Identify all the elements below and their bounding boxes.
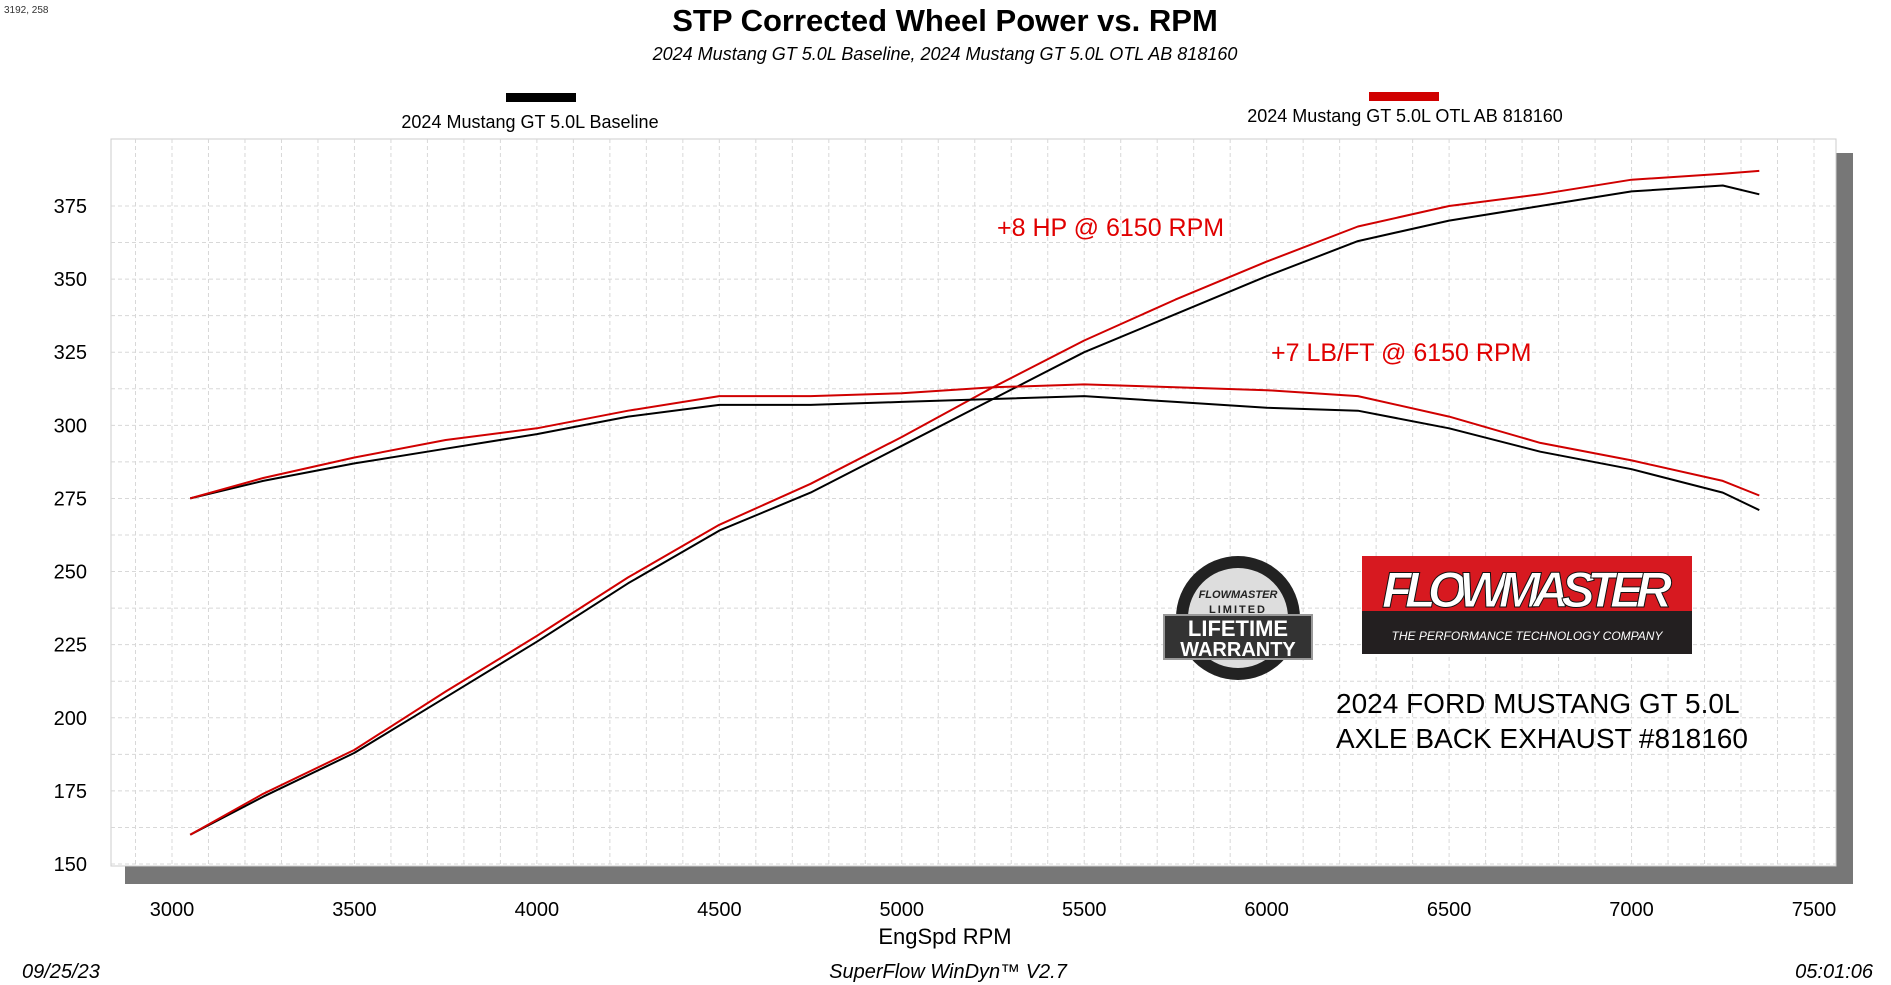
x-tick-label: 6000 bbox=[1244, 899, 1289, 921]
y-tick-label: 375 bbox=[54, 196, 87, 218]
note-line-1: 2024 FORD MUSTANG GT 5.0L bbox=[1336, 688, 1740, 719]
series-lines bbox=[189, 169, 1760, 836]
x-tick-label: 6500 bbox=[1427, 899, 1472, 921]
annotation-hp: +8 HP @ 6150 RPM bbox=[997, 214, 1224, 242]
y-tick-label: 350 bbox=[54, 269, 87, 291]
plot-area bbox=[110, 138, 1837, 867]
y-tick-label: 175 bbox=[54, 781, 87, 803]
svg-text:WARRANTY: WARRANTY bbox=[1180, 639, 1296, 661]
annotation-torque: +7 LB/FT @ 6150 RPM bbox=[1271, 339, 1531, 367]
svg-text:FLOWMASTER: FLOWMASTER bbox=[1199, 589, 1278, 601]
legend-label-otl: 2024 Mustang GT 5.0L OTL AB 818160 bbox=[1247, 106, 1563, 126]
x-tick-label: 4500 bbox=[697, 899, 742, 921]
y-tick-label: 325 bbox=[54, 342, 87, 364]
flowmaster-logo: FLOWMASTER THE PERFORMANCE TECHNOLOGY CO… bbox=[1362, 556, 1692, 654]
x-tick-label: 5000 bbox=[880, 899, 925, 921]
corner-readout: 3192, 258 bbox=[4, 5, 49, 16]
plot-shadow-bottom bbox=[125, 866, 1853, 884]
chart-title: STP Corrected Wheel Power vs. RPM bbox=[672, 3, 1218, 38]
note-line-2: AXLE BACK EXHAUST #818160 bbox=[1336, 723, 1748, 754]
x-tick-label: 7000 bbox=[1609, 899, 1654, 921]
y-tick-label: 300 bbox=[54, 415, 87, 437]
x-tick-label: 3500 bbox=[332, 899, 377, 921]
footer-software: SuperFlow WinDyn™ V2.7 bbox=[829, 961, 1068, 983]
x-tick-label: 3000 bbox=[150, 899, 195, 921]
x-axis-ticks: 3000 3500 4000 4500 5000 5500 6000 6500 7000 7500 bbox=[150, 899, 1837, 921]
x-axis-label: EngSpd RPM bbox=[878, 924, 1011, 949]
chart-subtitle: 2024 Mustang GT 5.0L Baseline, 2024 Must… bbox=[652, 44, 1238, 64]
y-tick-label: 150 bbox=[54, 854, 87, 876]
legend-swatch-otl bbox=[1369, 92, 1439, 101]
legend: 2024 Mustang GT 5.0L Baseline 2024 Musta… bbox=[401, 92, 1563, 132]
y-tick-label: 225 bbox=[54, 635, 87, 657]
series-line-torque-baseline bbox=[189, 395, 1760, 512]
legend-label-baseline: 2024 Mustang GT 5.0L Baseline bbox=[401, 112, 658, 132]
warranty-logo: FLOWMASTER LIMITED LIFETIME WARRANTY bbox=[1163, 556, 1313, 680]
series-line-torque-otl bbox=[189, 383, 1760, 500]
footer-time: 05:01:06 bbox=[1795, 961, 1874, 983]
footer-date: 09/25/23 bbox=[22, 961, 100, 983]
flowmaster-tagline: THE PERFORMANCE TECHNOLOGY COMPANY bbox=[1392, 629, 1664, 643]
svg-text:LIMITED: LIMITED bbox=[1209, 604, 1267, 616]
legend-swatch-baseline bbox=[506, 93, 576, 102]
y-tick-label: 275 bbox=[54, 488, 87, 510]
flowmaster-wordmark: FLOWMASTER bbox=[1382, 562, 1672, 618]
x-tick-label: 7500 bbox=[1792, 899, 1837, 921]
plot-shadow-right bbox=[1836, 153, 1853, 884]
svg-text:LIFETIME: LIFETIME bbox=[1188, 616, 1288, 641]
x-tick-label: 5500 bbox=[1062, 899, 1107, 921]
y-axis-ticks: 150 175 200 225 250 275 300 325 350 375 bbox=[54, 196, 87, 876]
y-tick-label: 250 bbox=[54, 562, 87, 584]
x-tick-label: 4000 bbox=[515, 899, 560, 921]
y-tick-label: 200 bbox=[54, 708, 87, 730]
